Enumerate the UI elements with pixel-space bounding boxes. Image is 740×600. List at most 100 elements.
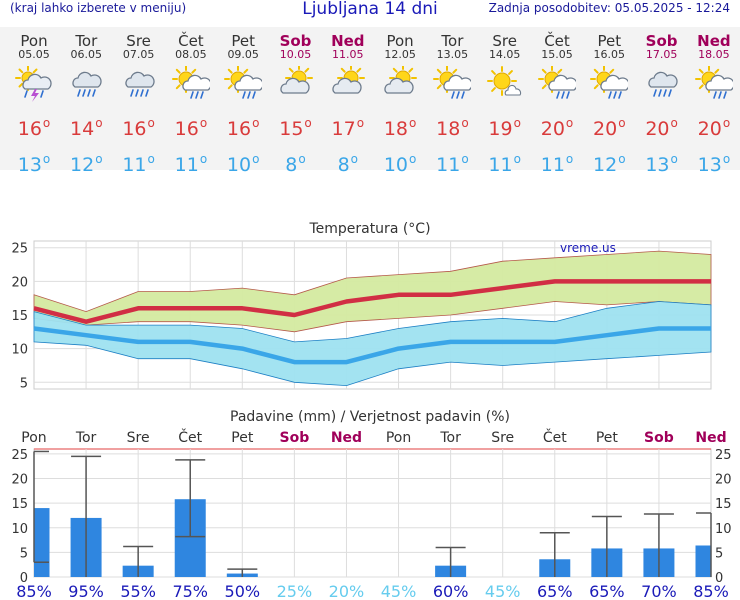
sun-cloud-rain-icon — [224, 66, 263, 99]
max-temperature-value: 16 — [226, 118, 252, 140]
error-bar — [435, 546, 466, 577]
max-temperature-value: 20 — [593, 118, 618, 140]
error-bar — [696, 512, 712, 577]
page-title: Ljubljana 14 dni — [302, 0, 438, 19]
day-label: Pon — [21, 430, 46, 446]
day-name: Ned — [697, 32, 731, 50]
degree-symbol: o — [618, 116, 626, 130]
precipitation-probability: 55% — [120, 582, 156, 600]
sun-cloud-rain-icon — [688, 66, 740, 103]
max-temperature: 14o — [60, 113, 112, 139]
error-bar — [175, 459, 206, 538]
max-temperature-value: 16 — [174, 118, 199, 140]
min-temperature-value: 11 — [174, 154, 199, 176]
cloud-rain-icon — [113, 67, 165, 103]
day-name: Pet — [231, 32, 255, 50]
min-temperature-value: 8 — [285, 154, 298, 176]
day-date: 11.05 — [332, 48, 364, 61]
error-bar — [71, 455, 102, 577]
day-label: Sob — [644, 430, 674, 446]
cloud-rain-icon — [60, 67, 112, 103]
day-date: 15.05 — [541, 48, 573, 61]
temperature-chart: Temperatura (°C) 5 10 15 20 25 vreme.us — [11, 221, 712, 391]
cloud-rain-icon — [124, 71, 155, 97]
day-date: 07.05 — [122, 48, 155, 61]
day-date: 17.05 — [645, 48, 678, 61]
degree-symbol: o — [95, 116, 103, 130]
min-temperature: 13o — [8, 149, 60, 175]
degree-symbol: o — [409, 116, 417, 130]
degree-symbol: o — [298, 152, 306, 166]
day-date: 18.05 — [698, 48, 730, 61]
precipitation-probability: 60% — [433, 582, 469, 600]
day-column: Pet 16.05 20o 12o — [583, 27, 635, 175]
error-bar — [643, 513, 674, 577]
sun-cloud-rain-icon — [165, 66, 217, 103]
max-temperature-value: 20 — [540, 118, 565, 140]
cloud-rain-icon — [636, 67, 688, 103]
degree-symbol: o — [670, 152, 678, 166]
precipitation-probability: 65% — [537, 582, 573, 600]
day-name: Sre — [126, 32, 151, 50]
degree-symbol: o — [147, 152, 155, 166]
precipitation-bar — [34, 508, 50, 577]
y-tick-label: 20 — [11, 275, 28, 290]
precipitation-probability: 45% — [381, 582, 417, 600]
degree-symbol: o — [199, 116, 208, 130]
min-temperature-value: 13 — [697, 154, 722, 176]
y-tick-label-left: 10 — [11, 522, 28, 537]
max-temperature-value: 17 — [331, 118, 356, 140]
day-label: Sre — [491, 430, 514, 446]
day-name: Tor — [441, 32, 464, 50]
day-label: Tor — [75, 430, 97, 446]
max-temperature: 18o — [374, 113, 426, 139]
min-temperature: 13o — [688, 149, 740, 175]
min-temperature-value: 12 — [70, 154, 95, 176]
min-temperature: 11o — [531, 149, 583, 175]
degree-symbol: o — [252, 152, 260, 166]
day-date: 10.05 — [279, 48, 312, 61]
location-menu-hint: (kraj lahko izberete v meniju) — [10, 1, 187, 15]
min-temperature: 11o — [113, 149, 165, 175]
min-temperature-value: 11 — [488, 154, 513, 176]
min-temperature-line — [33, 326, 711, 365]
day-date: 13.05 — [436, 48, 469, 61]
max-temperature-value: 15 — [279, 118, 304, 140]
sun-small-cloud-icon — [479, 66, 531, 103]
day-date: 16.05 — [593, 48, 626, 61]
min-temperature-value: 11 — [540, 154, 565, 176]
day-date: 14.05 — [488, 48, 521, 61]
error-bar — [227, 568, 258, 577]
degree-symbol: o — [722, 116, 731, 130]
day-name: Čet — [544, 32, 570, 50]
day-date: 05.05 — [18, 48, 50, 61]
precipitation-probability: 70% — [641, 582, 677, 600]
min-temperature: 10o — [217, 149, 269, 175]
min-temperature: 10o — [374, 149, 426, 175]
y-tick-label-right: 15 — [715, 497, 732, 512]
day-name: Sob — [279, 32, 312, 50]
day-label: Čet — [178, 428, 202, 446]
max-temperature-value: 16 — [122, 118, 147, 140]
day-column: Tor 13.05 18o 11o — [426, 27, 478, 175]
precipitation-probability: 25% — [277, 582, 313, 600]
daily-forecast-panel: Pon 05.05 16o 13o Tor 06.05 14o 12o Sre 07.05 16o 1… — [0, 27, 740, 175]
min-temperature: 11o — [479, 149, 531, 175]
sun-cloud-rain-icon — [217, 66, 269, 103]
y-tick-label: 15 — [11, 309, 28, 324]
day-column: Pon 05.05 16o 13o — [8, 27, 60, 175]
max-temperature: 20o — [636, 113, 688, 139]
day-label: Ned — [331, 430, 362, 446]
max-temperature: 18o — [426, 113, 478, 139]
sun-cloud-rain-icon — [538, 66, 576, 99]
y-tick-label-left: 20 — [11, 473, 28, 488]
degree-symbol: o — [42, 152, 51, 166]
max-temperature: 17o — [322, 113, 374, 139]
sun-cloud-rain-icon — [531, 66, 583, 103]
y-tick-label: 10 — [11, 343, 28, 358]
y-tick-label: 25 — [11, 242, 28, 257]
cloud-rain-icon — [72, 71, 102, 97]
sun-cloud-rain-icon — [590, 66, 629, 99]
degree-symbol: o — [565, 116, 574, 130]
max-temperature-value: 16 — [17, 118, 42, 140]
